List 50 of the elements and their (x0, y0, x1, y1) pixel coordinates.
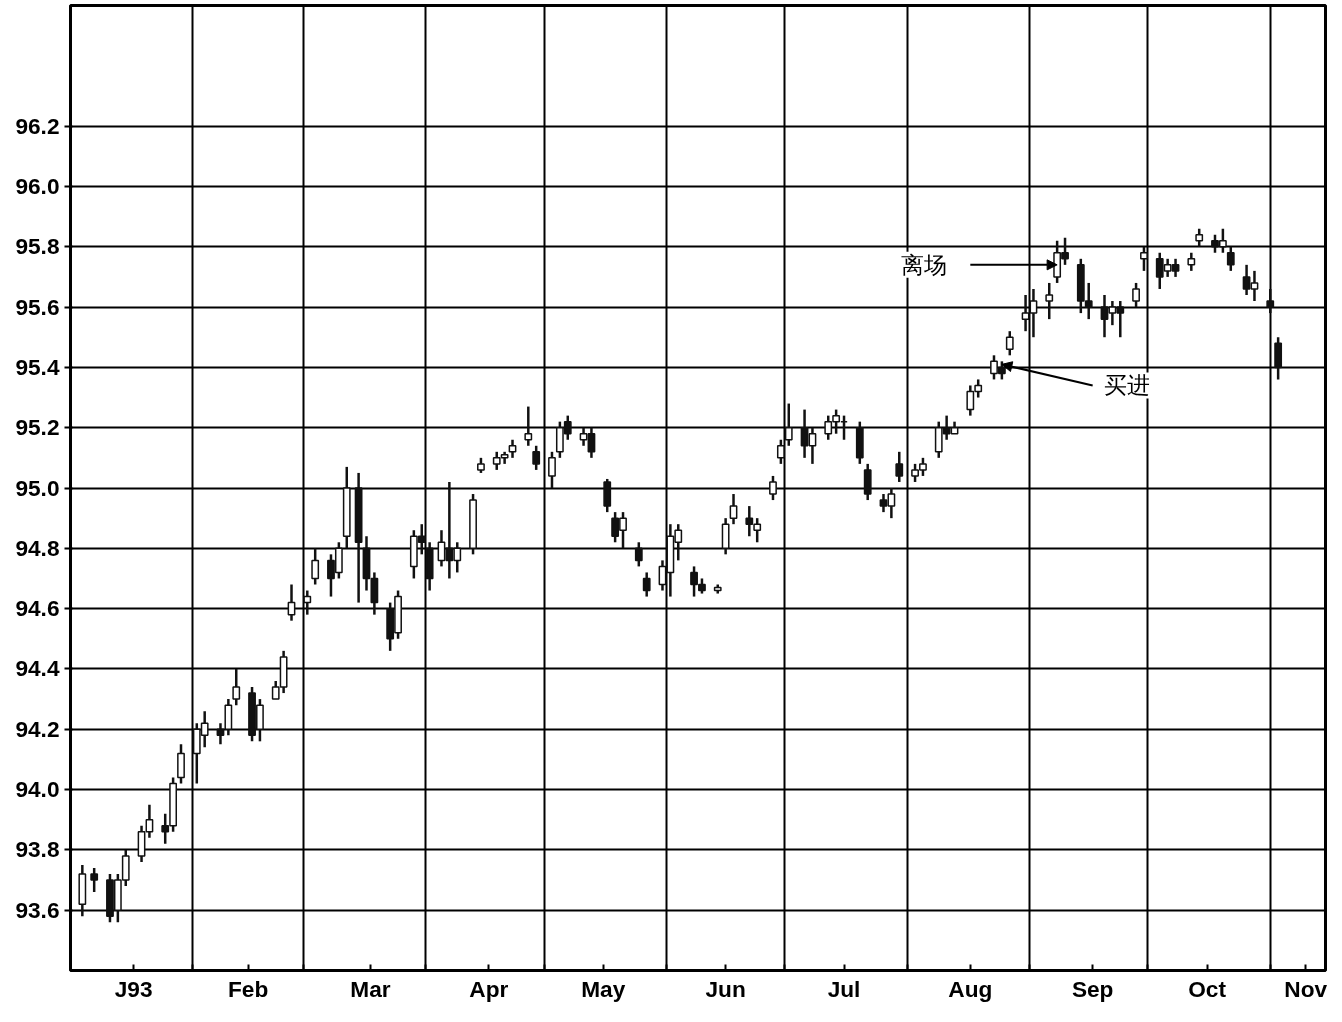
x-tick-label: May (581, 975, 626, 1002)
candlestick (311, 547, 320, 586)
candlestick (548, 450, 556, 490)
y-tick-label: 94.2 (15, 715, 60, 742)
y-tick-label: 93.6 (15, 896, 60, 923)
x-tick-label: Nov (1284, 975, 1328, 1002)
candlestick (303, 589, 312, 616)
x-tick-label: Jul (827, 975, 861, 1002)
candlestick (642, 571, 651, 598)
candlestick (769, 474, 777, 502)
annotation: 离场 (900, 251, 947, 278)
x-tick-label: Mar (350, 975, 391, 1002)
candlestick (784, 402, 793, 448)
y-tick-label: 94.6 (15, 595, 60, 622)
candlestick (508, 438, 517, 460)
candlestick (1005, 329, 1014, 357)
x-tick-label: J93 (114, 975, 153, 1002)
candlestick (1187, 251, 1196, 273)
candlestick (1132, 281, 1140, 309)
x-tick-label: Jun (705, 975, 746, 1002)
x-tick-label: Apr (469, 975, 509, 1002)
candlestick (895, 450, 904, 484)
candlestick (1195, 227, 1204, 248)
x-tick-label: Oct (1188, 975, 1227, 1002)
annotation: 买进 (1104, 372, 1151, 399)
candlestick (524, 405, 533, 448)
candlestick (1140, 245, 1148, 273)
candlestick (729, 492, 738, 526)
y-tick-label: 95.2 (15, 414, 60, 441)
x-tick-label: Aug (948, 975, 993, 1002)
candlestick (532, 444, 541, 472)
x-tick-label: Sep (1071, 975, 1114, 1002)
y-tick-label: 96.2 (15, 112, 60, 139)
y-tick-label: 95.6 (15, 293, 60, 320)
x-tick-label: Feb (227, 975, 269, 1002)
candlestick (634, 541, 643, 568)
y-tick-label: 96.0 (15, 172, 60, 199)
y-tick-label: 94.4 (15, 655, 60, 682)
candlestick (1045, 281, 1054, 321)
y-tick-label: 94.0 (15, 776, 60, 803)
y-tick-label: 95.0 (15, 474, 60, 501)
candlestick (1266, 287, 1275, 315)
candlestick (90, 866, 99, 894)
y-tick-label: 95.4 (15, 353, 60, 380)
y-tick-label: 95.8 (15, 233, 60, 260)
candlestick (776, 438, 785, 466)
candlestick (232, 667, 241, 707)
candlestick (1226, 245, 1235, 273)
y-tick-label: 93.8 (15, 836, 60, 863)
y-tick-label: 94.8 (15, 534, 60, 561)
